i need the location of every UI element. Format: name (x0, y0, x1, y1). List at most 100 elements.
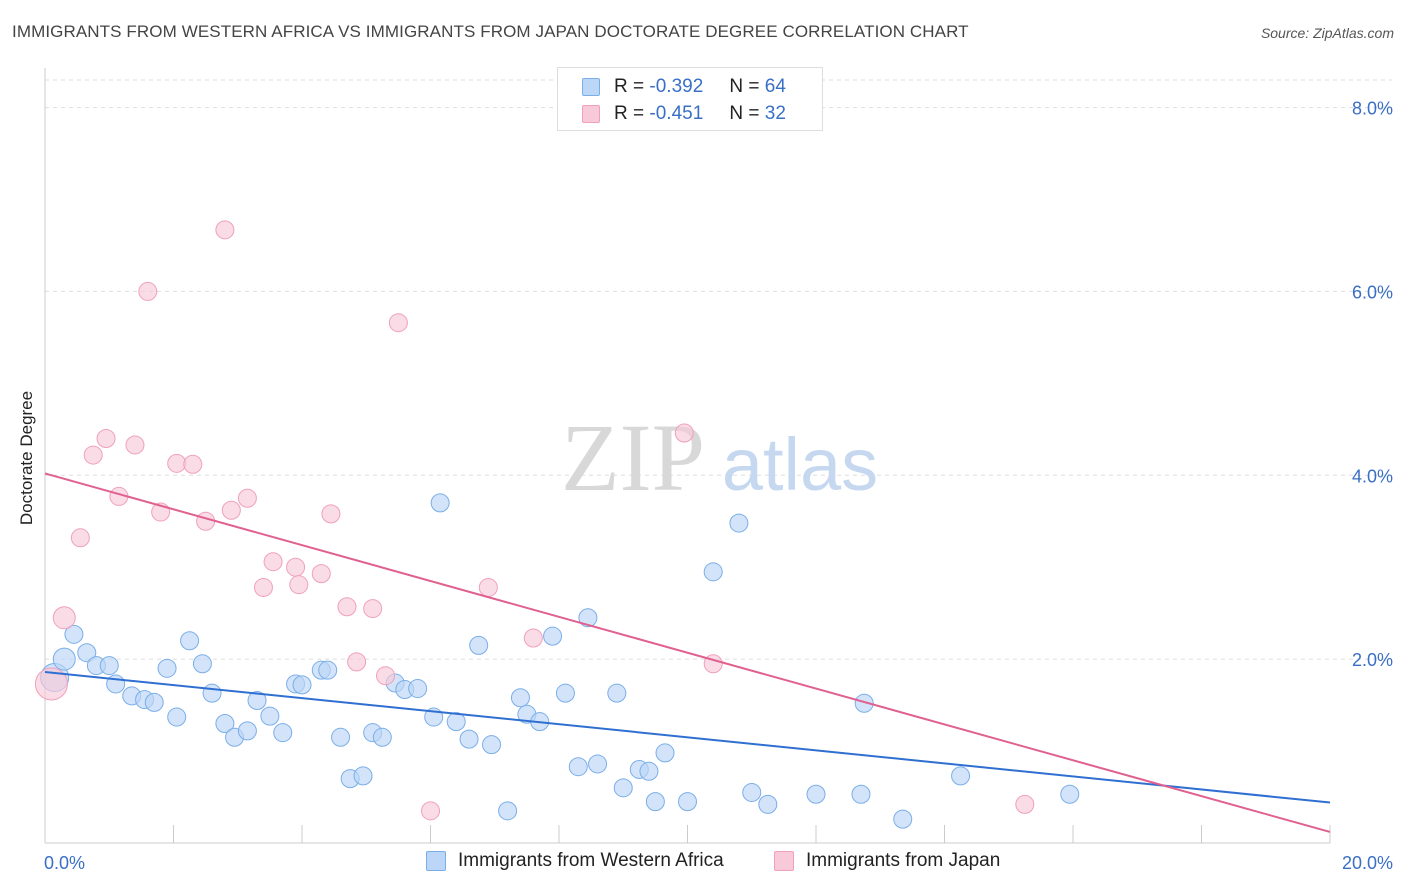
stats-row-japan: R = -0.451 N = 32 (582, 102, 786, 126)
data-point (180, 631, 200, 651)
data-point (588, 754, 608, 774)
data-point (742, 782, 762, 802)
tick-labels: 2.0% 4.0% 6.0% 8.0% 0.0% 20.0% (44, 99, 1393, 873)
data-point (167, 707, 187, 727)
data-point (292, 675, 312, 695)
data-point (655, 743, 675, 763)
x-tick-label: 20.0% (1342, 853, 1393, 873)
data-point (64, 624, 84, 644)
data-point (167, 453, 187, 473)
r-label: R = (614, 76, 645, 97)
data-point (253, 577, 273, 597)
data-point (77, 643, 97, 663)
y-tick-label: 8.0% (1352, 99, 1393, 119)
data-point (144, 692, 164, 712)
swatch-western-africa (582, 78, 600, 96)
legend-label-western-africa: Immigrants from Western Africa (458, 850, 724, 871)
data-point (237, 721, 257, 741)
data-point (286, 557, 306, 577)
data-point (202, 683, 222, 703)
data-point (125, 435, 145, 455)
data-point (221, 500, 241, 520)
data-point (1015, 794, 1035, 814)
data-point (613, 778, 633, 798)
data-point (138, 281, 158, 301)
data-point (52, 647, 76, 671)
data-point (703, 562, 723, 582)
data-point (376, 666, 396, 686)
r-value: -0.392 (649, 76, 704, 97)
data-point (337, 597, 357, 617)
data-point (729, 513, 749, 533)
r-value: -0.451 (649, 103, 704, 124)
data-point (99, 656, 119, 676)
data-point (498, 801, 518, 821)
data-point (482, 735, 502, 755)
watermark-zip: ZIP (561, 404, 705, 511)
watermark: ZIP atlas (561, 404, 878, 511)
data-point (363, 599, 383, 619)
axes (44, 68, 1331, 844)
data-point (273, 723, 293, 743)
legend-swatch-japan (774, 851, 794, 871)
n-value: 64 (764, 76, 786, 97)
n-label: N = (729, 103, 760, 124)
x-tick-label: 0.0% (44, 853, 85, 873)
data-point (52, 606, 76, 630)
data-point (196, 511, 216, 531)
watermark-atlas: atlas (722, 423, 878, 506)
series-japan (34, 220, 1035, 821)
r-label: R = (614, 103, 645, 124)
legend-item-western-africa[interactable]: Immigrants from Western Africa (426, 850, 724, 872)
trend-lines (44, 472, 1331, 833)
data-point (353, 766, 373, 786)
data-point (543, 626, 563, 646)
stats-legend: R = -0.392 N = 64 R = -0.451 N = 32 (557, 67, 823, 131)
data-point (430, 493, 450, 513)
data-point (260, 706, 280, 726)
data-point (408, 679, 428, 699)
data-point (806, 784, 826, 804)
data-point (331, 727, 351, 747)
data-point (347, 652, 367, 672)
n-value: 32 (764, 103, 786, 124)
data-point (318, 660, 338, 680)
legend-swatch-western-africa (426, 851, 446, 871)
data-point (446, 712, 466, 732)
stats-row-western-africa: R = -0.392 N = 64 (582, 75, 786, 99)
data-point (321, 504, 341, 524)
scatter-points (34, 220, 1080, 829)
data-point (555, 683, 575, 703)
data-point (215, 220, 235, 240)
data-point (674, 423, 694, 443)
source-label: Source: ZipAtlas.com (1260, 25, 1394, 41)
legend-label-japan: Immigrants from Japan (806, 850, 1001, 871)
data-point (237, 488, 257, 508)
data-point (893, 809, 913, 829)
data-point (247, 691, 267, 711)
data-point (183, 454, 203, 474)
data-point (645, 792, 665, 812)
trend-line-japan (44, 472, 1331, 833)
y-tick-label: 2.0% (1352, 650, 1393, 670)
data-point (854, 693, 874, 713)
data-point (1060, 784, 1080, 804)
data-point (578, 608, 598, 628)
data-point (372, 727, 392, 747)
data-point (469, 635, 489, 655)
data-point (678, 792, 697, 812)
data-point (215, 713, 235, 733)
series-legend: Immigrants from Western Africa Immigrant… (0, 850, 1406, 878)
data-point (459, 729, 479, 749)
data-point (70, 528, 90, 548)
y-tick-label: 6.0% (1352, 282, 1393, 302)
n-label: N = (729, 76, 760, 97)
data-point (523, 628, 543, 648)
data-point (851, 784, 871, 804)
chart-title: IMMIGRANTS FROM WESTERN AFRICA VS IMMIGR… (12, 22, 969, 41)
data-point (607, 683, 627, 703)
data-point (157, 658, 177, 678)
data-point (289, 575, 309, 595)
legend-item-japan[interactable]: Immigrants from Japan (774, 850, 1000, 872)
data-point (311, 564, 331, 584)
